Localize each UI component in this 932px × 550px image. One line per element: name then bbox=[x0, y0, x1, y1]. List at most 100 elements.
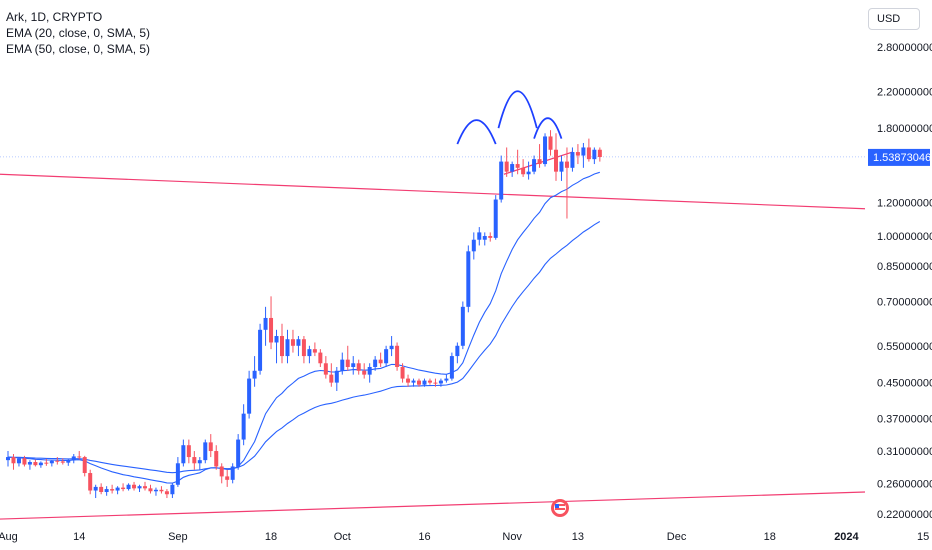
currency-button[interactable]: USD bbox=[868, 8, 920, 30]
candle[interactable] bbox=[586, 138, 591, 162]
candle[interactable] bbox=[532, 155, 537, 175]
candle[interactable] bbox=[110, 484, 115, 494]
candle[interactable] bbox=[27, 460, 32, 470]
candle[interactable] bbox=[537, 144, 542, 168]
candle[interactable] bbox=[395, 342, 400, 371]
candle[interactable] bbox=[186, 439, 191, 464]
candle[interactable] bbox=[362, 363, 367, 379]
candle[interactable] bbox=[597, 147, 602, 162]
candle[interactable] bbox=[247, 370, 252, 419]
candle[interactable] bbox=[11, 454, 16, 470]
candle[interactable] bbox=[153, 487, 158, 496]
symbol-title[interactable]: Ark, 1D, CRYPTO bbox=[6, 10, 103, 24]
candle[interactable] bbox=[159, 486, 164, 494]
candle[interactable] bbox=[175, 457, 180, 487]
candle[interactable] bbox=[290, 329, 295, 353]
ema20-indicator[interactable]: EMA (20, close, 0, SMA, 5) bbox=[6, 26, 151, 40]
ema20-line[interactable] bbox=[7, 171, 600, 484]
candle[interactable] bbox=[301, 336, 306, 364]
candle[interactable] bbox=[219, 463, 224, 484]
candle[interactable] bbox=[307, 345, 312, 364]
candle[interactable] bbox=[378, 352, 383, 367]
lower-trendline[interactable] bbox=[0, 491, 866, 520]
candle[interactable] bbox=[351, 356, 356, 375]
candle[interactable] bbox=[460, 301, 465, 350]
candle[interactable] bbox=[575, 144, 580, 165]
candle[interactable] bbox=[389, 336, 394, 357]
left-shoulder-arc[interactable] bbox=[456, 119, 497, 145]
candle[interactable] bbox=[499, 155, 504, 203]
candle[interactable] bbox=[241, 404, 246, 446]
candle[interactable] bbox=[82, 455, 87, 477]
upper-trendline[interactable] bbox=[0, 173, 866, 210]
candle[interactable] bbox=[38, 461, 43, 468]
candle[interactable] bbox=[543, 133, 548, 167]
candle[interactable] bbox=[137, 484, 142, 493]
candle[interactable] bbox=[554, 133, 558, 181]
candle[interactable] bbox=[433, 378, 438, 387]
candle[interactable] bbox=[269, 296, 274, 350]
candle[interactable] bbox=[323, 356, 328, 379]
candle[interactable] bbox=[367, 363, 372, 383]
candle[interactable] bbox=[581, 142, 586, 168]
candle[interactable] bbox=[88, 469, 93, 495]
candle[interactable] bbox=[274, 329, 279, 364]
time-axis[interactable]: Aug 14 Sep 18 Oct 16 Nov 13 Dec 18 2024 15 bbox=[0, 531, 929, 543]
candle[interactable] bbox=[93, 484, 98, 499]
candle[interactable] bbox=[373, 356, 378, 371]
candle[interactable] bbox=[104, 486, 109, 496]
candle[interactable] bbox=[427, 378, 432, 385]
candle[interactable] bbox=[559, 155, 564, 181]
candle[interactable] bbox=[33, 459, 38, 467]
candle[interactable] bbox=[526, 161, 531, 180]
candle[interactable] bbox=[406, 374, 411, 387]
candle[interactable] bbox=[482, 232, 487, 246]
candle[interactable] bbox=[329, 363, 334, 387]
candle[interactable] bbox=[345, 345, 350, 371]
candle[interactable] bbox=[471, 232, 476, 260]
candle[interactable] bbox=[164, 489, 169, 499]
candle[interactable] bbox=[121, 483, 126, 492]
candle[interactable] bbox=[225, 469, 230, 487]
candle[interactable] bbox=[132, 481, 137, 491]
candle[interactable] bbox=[504, 147, 509, 177]
ema50-line[interactable] bbox=[7, 221, 601, 474]
candle[interactable] bbox=[285, 329, 290, 364]
candle[interactable] bbox=[455, 342, 460, 364]
candle[interactable] bbox=[99, 483, 104, 495]
candle[interactable] bbox=[6, 451, 10, 467]
candle[interactable] bbox=[521, 159, 526, 177]
candle[interactable] bbox=[55, 457, 60, 465]
candle[interactable] bbox=[318, 349, 323, 367]
us-flag-event-icon[interactable] bbox=[551, 499, 569, 517]
candle[interactable] bbox=[77, 451, 82, 460]
candle[interactable] bbox=[16, 457, 21, 467]
candle[interactable] bbox=[515, 149, 520, 175]
candle[interactable] bbox=[510, 161, 515, 177]
candle[interactable] bbox=[208, 434, 213, 458]
candle[interactable] bbox=[356, 359, 361, 375]
candle[interactable] bbox=[170, 483, 175, 499]
candle[interactable] bbox=[334, 366, 339, 391]
candle[interactable] bbox=[263, 306, 268, 346]
candle[interactable] bbox=[296, 336, 301, 357]
candle[interactable] bbox=[236, 434, 241, 470]
right-shoulder-arc[interactable] bbox=[533, 117, 563, 139]
candle[interactable] bbox=[570, 147, 575, 172]
candle[interactable] bbox=[192, 451, 197, 470]
candle[interactable] bbox=[449, 352, 454, 381]
ema50-indicator[interactable]: EMA (50, close, 0, SMA, 5) bbox=[6, 42, 151, 56]
candle[interactable] bbox=[126, 483, 131, 491]
candle[interactable] bbox=[230, 463, 235, 484]
candle[interactable] bbox=[44, 458, 49, 466]
candle[interactable] bbox=[71, 454, 76, 464]
candle[interactable] bbox=[197, 457, 202, 470]
candle[interactable] bbox=[384, 345, 389, 367]
candle[interactable] bbox=[438, 378, 443, 387]
candle[interactable] bbox=[115, 486, 120, 495]
candle[interactable] bbox=[203, 439, 208, 464]
candle[interactable] bbox=[252, 356, 257, 387]
candle[interactable] bbox=[417, 378, 421, 387]
candle[interactable] bbox=[477, 227, 482, 246]
